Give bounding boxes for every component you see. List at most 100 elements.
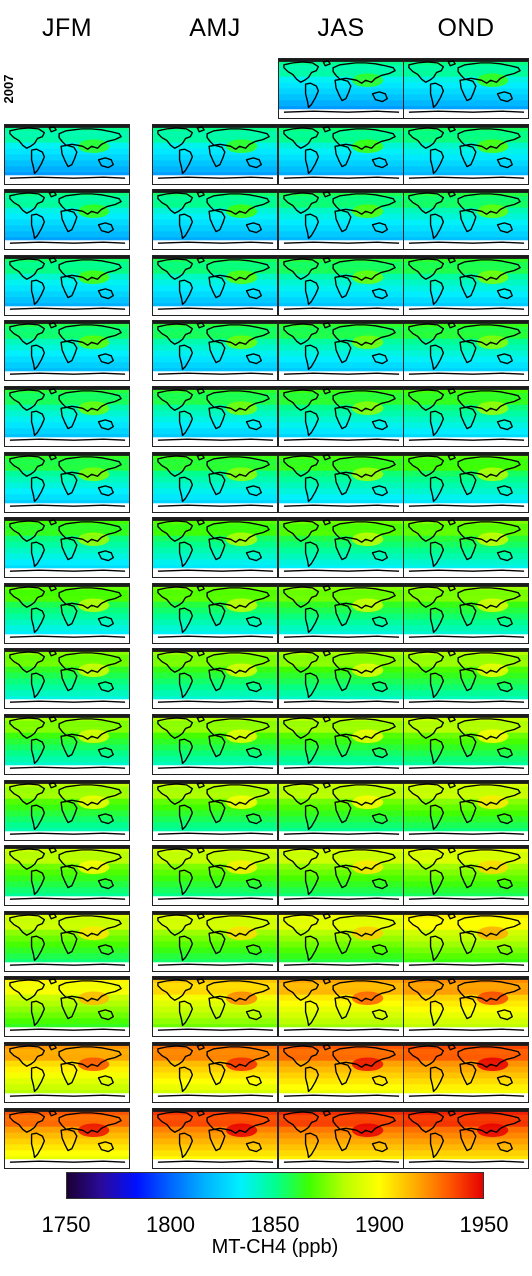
coastline xyxy=(408,1028,525,1032)
coastline xyxy=(9,258,46,280)
coastline xyxy=(157,914,194,936)
coastline xyxy=(334,603,352,627)
lat-band xyxy=(279,344,403,352)
coastline xyxy=(58,455,122,478)
lat-band xyxy=(153,255,277,263)
coastline xyxy=(283,504,400,507)
lat-band xyxy=(404,1138,528,1145)
lat-band xyxy=(404,655,528,662)
map-panel-2014-jfm xyxy=(4,517,130,579)
map-2019-jas xyxy=(279,846,403,906)
coastline xyxy=(371,419,388,431)
coastline xyxy=(58,849,122,872)
coastline xyxy=(48,1044,57,1051)
map-2023-ond xyxy=(404,1108,528,1168)
coastline xyxy=(206,586,270,609)
map-2012-jas xyxy=(279,387,403,446)
coastline xyxy=(9,1094,126,1097)
coastline xyxy=(245,484,262,496)
lat-band xyxy=(279,911,403,919)
coastline xyxy=(196,125,205,133)
coastline xyxy=(178,1132,194,1158)
map-panel-2018-amj xyxy=(152,779,278,841)
lat-band xyxy=(404,613,528,620)
coastline xyxy=(9,192,46,215)
coastline xyxy=(408,1094,525,1097)
coastline xyxy=(245,1075,262,1087)
lat-band xyxy=(279,392,403,400)
lat-band xyxy=(5,857,129,865)
coastline xyxy=(457,258,521,281)
map-2018-jfm xyxy=(5,780,129,840)
coastline xyxy=(459,669,477,692)
coastline xyxy=(304,738,320,765)
coastline xyxy=(496,156,513,168)
lat-band xyxy=(279,941,403,948)
lat-band xyxy=(279,678,403,686)
lat-band xyxy=(5,297,129,304)
map-panel-2007-jas xyxy=(278,58,404,119)
coastline xyxy=(157,176,274,179)
lat-band xyxy=(153,219,277,227)
coastline xyxy=(178,935,194,961)
lat-band xyxy=(404,625,528,632)
lat-band xyxy=(153,983,277,990)
coastline xyxy=(332,783,396,806)
coastline xyxy=(322,716,331,723)
lat-band xyxy=(404,452,528,459)
arctic-fill xyxy=(279,846,403,850)
coastline xyxy=(371,156,388,168)
lat-band xyxy=(404,821,528,829)
coastline xyxy=(496,812,513,824)
lat-band xyxy=(404,416,528,423)
arctic-fill xyxy=(279,59,403,62)
coastline xyxy=(206,390,270,412)
lat-band xyxy=(153,201,277,209)
coastline xyxy=(322,1109,331,1117)
arctic-fill xyxy=(5,255,129,259)
lat-band xyxy=(5,821,129,829)
coastline xyxy=(157,1160,274,1163)
coastline xyxy=(408,323,445,346)
coastline xyxy=(496,747,513,759)
lat-band xyxy=(404,583,528,591)
lat-band xyxy=(153,387,277,394)
lat-band xyxy=(5,726,129,734)
coastline xyxy=(58,1111,122,1134)
lat-band xyxy=(279,1048,403,1056)
lat-band xyxy=(404,231,528,238)
lat-band xyxy=(279,1000,403,1008)
coastline xyxy=(283,258,320,280)
coastline xyxy=(322,978,331,985)
lat-band xyxy=(404,1149,528,1157)
arctic-fill xyxy=(5,977,129,981)
lat-band xyxy=(404,255,528,263)
coastline xyxy=(30,1132,46,1158)
coastline xyxy=(157,1094,274,1097)
lat-band xyxy=(5,1043,129,1050)
coastline xyxy=(97,944,114,956)
arctic-fill xyxy=(404,124,528,128)
lat-band xyxy=(5,715,129,722)
coastline xyxy=(157,520,194,543)
coastline xyxy=(196,585,205,592)
lat-band xyxy=(5,756,129,763)
lat-band xyxy=(5,213,129,221)
coastline xyxy=(208,472,226,495)
coastline xyxy=(30,869,46,896)
coastline xyxy=(283,1160,400,1163)
coastline xyxy=(245,222,262,234)
lat-band xyxy=(279,852,403,859)
coastline xyxy=(196,913,205,920)
lat-band xyxy=(153,589,277,597)
lat-band xyxy=(279,428,403,435)
lat-band xyxy=(279,452,403,459)
map-panel-2016-jfm xyxy=(4,648,130,710)
lat-band xyxy=(279,350,403,358)
map-2017-jfm xyxy=(5,715,129,774)
lat-band xyxy=(279,476,403,483)
coastline xyxy=(208,341,226,364)
lat-band xyxy=(404,804,528,811)
lat-band xyxy=(153,595,277,602)
coastline xyxy=(322,781,331,789)
